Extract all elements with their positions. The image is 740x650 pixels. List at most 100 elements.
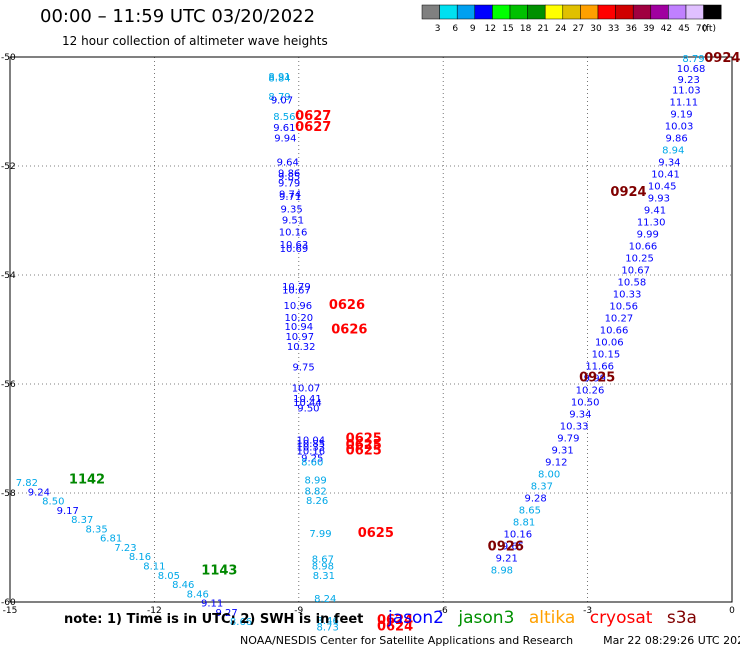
- wave-height-label: 9.75: [292, 363, 314, 374]
- legend-label: 36: [625, 24, 637, 34]
- wave-height-label: 10.32: [287, 342, 316, 353]
- wave-height-label: 10.41: [293, 394, 322, 405]
- x-tick-label: -9: [294, 606, 303, 616]
- y-tick-label: -56: [1, 380, 16, 390]
- legend-label: 45: [678, 24, 689, 34]
- time-label: 0624: [377, 613, 413, 628]
- legend-swatch: [492, 4, 511, 20]
- wave-height-label: 9.35: [280, 205, 302, 216]
- wave-height-label: 10.33: [613, 290, 642, 301]
- wave-height-label: 9.86: [278, 169, 300, 180]
- wave-height-label: 10.06: [595, 337, 624, 348]
- wave-height-label: 10.79: [282, 282, 311, 293]
- legend-swatch: [474, 4, 493, 20]
- wave-height-label: 8.66: [230, 617, 252, 628]
- legend: 3 6 9 12 15 18 21 24 27 30 33 36 39 42 45 70(ft): [421, 4, 722, 34]
- x-tick-label: -6: [439, 606, 448, 616]
- wave-height-label: 9.79: [278, 178, 300, 189]
- x-tick-label: -12: [147, 606, 162, 616]
- wave-height-label: 8.46: [187, 589, 209, 600]
- legend-swatch: [527, 4, 546, 20]
- data-marks: 8.918.848.799.078.569.619.949.649.869.85…: [16, 51, 740, 634]
- legend-swatch: [685, 4, 704, 20]
- wave-height-label: 9.23: [678, 75, 700, 86]
- wave-height-label: 8.11: [143, 561, 165, 572]
- legend-swatch: [421, 4, 440, 20]
- wave-height-label: 9.99: [637, 230, 659, 241]
- time-label: 0926: [488, 539, 524, 554]
- legend-swatch: [580, 4, 599, 20]
- credit-text: NOAA/NESDIS Center for Satellite Applica…: [240, 634, 574, 647]
- wave-height-label: 10.56: [609, 302, 638, 313]
- wave-height-label: 9.74: [279, 189, 301, 200]
- legend-label: 9: [470, 24, 476, 34]
- legend-unit: (ft): [702, 24, 716, 34]
- wave-height-label: 6.81: [100, 534, 122, 545]
- wave-height-label: 10.58: [618, 278, 647, 289]
- legend-label: 12: [485, 24, 496, 34]
- satellite-jason2: jason2: [388, 608, 444, 628]
- x-tick-label: 0: [729, 606, 735, 616]
- wave-height-label: 8.94: [662, 146, 684, 157]
- wave-height-label: 8.37: [71, 515, 93, 526]
- wave-height-label: 11.30: [637, 218, 666, 229]
- wave-height-label: 8.81: [513, 517, 535, 528]
- wave-height-label: 9.11: [201, 599, 223, 610]
- wave-height-label: 8.60: [301, 457, 323, 468]
- wave-height-label: 10.16: [297, 446, 326, 457]
- wave-height-label: 9.07: [271, 96, 293, 107]
- legend-label: 18: [520, 24, 532, 34]
- wave-height-label: 11.11: [670, 98, 699, 109]
- wave-height-label: 10.45: [648, 182, 677, 193]
- wave-height-label: 10.69: [280, 244, 309, 255]
- time-label: 0624: [377, 620, 413, 635]
- time-label: 1142: [69, 472, 105, 487]
- wave-height-label: 8.65: [519, 505, 541, 516]
- satellite-jason3: jason3: [458, 608, 515, 628]
- x-tick-label: -3: [583, 606, 592, 616]
- wave-height-label: 7.99: [309, 529, 331, 540]
- wave-height-label: 10.67: [621, 266, 650, 277]
- wave-height-label: 10.04: [297, 436, 326, 447]
- wave-height-label: 8.24: [314, 594, 336, 605]
- wave-height-label: 10.20: [284, 313, 313, 324]
- legend-label: 42: [661, 24, 672, 34]
- wave-height-label: 8.99: [305, 475, 327, 486]
- satellite-altika: altika: [528, 608, 576, 628]
- wave-height-label: 11.03: [672, 86, 701, 97]
- wave-height-label: 10.03: [665, 122, 694, 133]
- wave-height-label: 8.37: [531, 481, 553, 492]
- wave-height-label: 9.51: [282, 215, 304, 226]
- generated-timestamp: Mar 22 08:29:26 UTC 2022: [603, 634, 740, 647]
- wave-height-label: 9.25: [301, 454, 323, 465]
- wave-height-label: 8.91: [268, 72, 290, 83]
- wave-height-label: 9.94: [274, 134, 296, 145]
- wave-height-label: 9.99: [584, 373, 606, 384]
- wave-height-label: 8.26: [306, 496, 328, 507]
- wave-height-label: 9.19: [670, 110, 692, 121]
- wave-height-label: 9.28: [524, 493, 546, 504]
- wave-height-label: 9.27: [215, 608, 237, 619]
- y-tick-label: -54: [1, 271, 16, 281]
- legend-swatch: [562, 4, 581, 20]
- wave-height-label: 9.34: [658, 158, 680, 169]
- legend-label: 3: [435, 24, 441, 34]
- wave-height-label: 8.00: [538, 469, 560, 480]
- legend-label: 27: [573, 24, 584, 34]
- wave-height-label: 10.85: [297, 439, 326, 450]
- wave-height-label: 9.50: [297, 403, 319, 414]
- wave-height-label: 9.34: [569, 409, 591, 420]
- wave-height-label: 10.33: [560, 421, 589, 432]
- wave-height-label: 10.96: [284, 301, 313, 312]
- time-label: 0924: [610, 185, 646, 200]
- wave-height-label: 8.98: [312, 561, 334, 572]
- time-label: 0626: [329, 298, 365, 313]
- legend-swatch: [703, 4, 722, 20]
- wave-height-label: 9.41: [644, 206, 666, 217]
- credit-line: NOAA/NESDIS Center for Satellite Applica…: [240, 634, 740, 647]
- wave-height-label: 9.65: [502, 541, 524, 552]
- axis-ticks: -15 -12 -9 -6 -3 0 -50 -52 -54 -56 -58 -60: [1, 53, 735, 616]
- wave-height-label: 8.05: [158, 571, 180, 582]
- wave-height-label: 9.17: [57, 506, 79, 517]
